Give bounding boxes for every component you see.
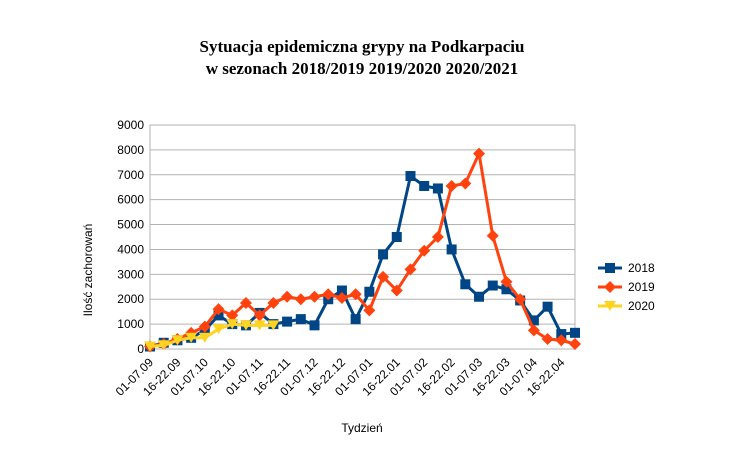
data-point: [198, 320, 211, 333]
data-point: [349, 288, 362, 301]
series-line: [149, 173, 576, 348]
data-point: [171, 335, 184, 346]
data-point: [212, 303, 225, 316]
y-tick-label: 2000: [117, 292, 144, 306]
data-point: [501, 284, 512, 295]
data-point: [419, 180, 430, 191]
data-point: [213, 310, 224, 321]
data-point: [322, 288, 335, 301]
data-point: [528, 315, 539, 326]
data-point: [253, 320, 266, 331]
data-point: [605, 263, 615, 273]
y-tick-label: 6000: [117, 193, 144, 207]
data-point: [295, 314, 306, 325]
data-point: [350, 314, 361, 325]
data-point: [226, 309, 239, 322]
data-point: [541, 333, 554, 346]
series-line: [149, 148, 576, 348]
data-point: [445, 179, 458, 192]
data-point: [377, 270, 390, 283]
y-tick-label: 5000: [117, 218, 144, 232]
data-point: [473, 147, 486, 160]
data-point: [555, 334, 568, 347]
y-tick-label: 1000: [117, 317, 144, 331]
data-point: [239, 320, 252, 331]
data-point: [446, 244, 457, 255]
data-point: [239, 296, 252, 309]
data-point: [294, 293, 307, 306]
data-point: [267, 320, 280, 331]
data-point: [226, 319, 239, 330]
data-point: [459, 177, 472, 190]
data-point: [198, 332, 211, 343]
data-point: [336, 285, 347, 296]
data-point: [474, 291, 485, 302]
data-point: [212, 324, 225, 335]
data-point: [500, 275, 513, 288]
data-point: [267, 296, 280, 309]
legend-label: 2019: [628, 280, 655, 294]
y-tick-label: 4000: [117, 242, 144, 256]
data-point: [157, 340, 170, 351]
data-point: [335, 291, 348, 304]
data-point: [527, 324, 540, 337]
data-point: [432, 183, 443, 194]
data-point: [364, 286, 375, 297]
data-point: [460, 279, 471, 290]
y-axis-label: Ilość zachorowań: [81, 224, 95, 317]
data-point: [144, 341, 156, 352]
data-point: [391, 232, 402, 242]
data-point: [309, 320, 320, 331]
y-tick-label: 0: [137, 342, 144, 356]
plot-frame: [149, 124, 576, 350]
x-axis-label: Tydzień: [341, 421, 382, 435]
data-point: [253, 309, 266, 322]
data-point: [487, 280, 498, 291]
data-point: [431, 231, 444, 243]
data-point: [363, 304, 376, 317]
y-tick-label: 3000: [117, 267, 144, 281]
legend-label: 2018: [628, 261, 655, 275]
legend-label: 2020: [628, 299, 655, 313]
chart-title: w sezonach 2018/2019 2019/2020 2020/2021: [206, 59, 519, 78]
data-point: [281, 290, 294, 303]
data-point: [185, 332, 198, 343]
data-point: [378, 249, 389, 260]
data-point: [556, 329, 567, 340]
series-line: [149, 322, 274, 349]
y-tick-label: 9000: [117, 118, 144, 132]
data-point: [486, 229, 499, 242]
data-point: [404, 263, 417, 276]
data-point: [282, 316, 293, 327]
data-point: [542, 301, 553, 312]
data-point: [405, 171, 416, 182]
data-point: [570, 327, 580, 338]
data-point: [604, 301, 616, 311]
data-point: [604, 281, 616, 293]
data-point: [308, 290, 321, 303]
data-point: [390, 284, 403, 297]
y-tick-label: 7000: [117, 168, 144, 182]
y-tick-label: 8000: [117, 143, 144, 157]
data-point: [569, 338, 581, 351]
chart-title: Sytuacja epidemiczna grypy na Podkarpaci…: [200, 37, 525, 56]
data-point: [514, 293, 527, 306]
data-point: [418, 244, 431, 257]
